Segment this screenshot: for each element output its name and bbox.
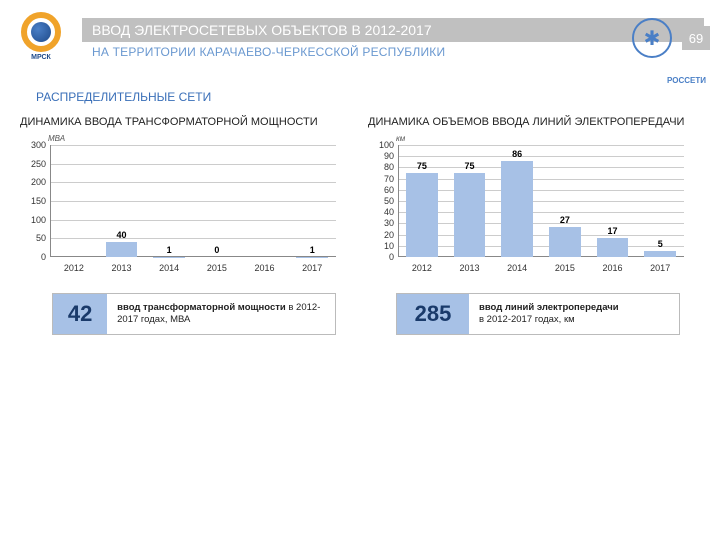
ytick: 0 <box>368 252 394 262</box>
ytick: 150 <box>20 196 46 206</box>
bar-value-label: 5 <box>658 239 663 249</box>
right-summary-bold: ввод линий электропередачи <box>479 302 619 313</box>
right-summary: 285 ввод линий электропередачив 2012-201… <box>396 293 680 335</box>
page-number: 69 <box>682 26 710 50</box>
left-summary-value: 42 <box>53 294 107 334</box>
bar <box>454 173 485 257</box>
right-chart-unit: км <box>396 134 700 143</box>
left-chart-title: ДИНАМИКА ВВОДА ТРАНСФОРМАТОРНОЙ МОЩНОСТИ <box>20 116 352 128</box>
bar-value-label: 0 <box>214 245 219 255</box>
left-chart-unit: МВА <box>48 134 352 143</box>
left-chart-plot: 0501001502002503002012402013120140201520… <box>20 145 340 275</box>
page-subtitle: НА ТЕРРИТОРИИ КАРАЧАЕВО-ЧЕРКЕССКОЙ РЕСПУ… <box>82 42 704 62</box>
ytick: 40 <box>368 207 394 217</box>
bar-value-label: 1 <box>310 245 315 255</box>
left-chart: ДИНАМИКА ВВОДА ТРАНСФОРМАТОРНОЙ МОЩНОСТИ… <box>20 116 352 275</box>
bar-value-label: 17 <box>608 226 618 236</box>
xtick: 2015 <box>207 263 227 273</box>
right-chart: ДИНАМИКА ОБЪЕМОВ ВВОДА ЛИНИЙ ЭЛЕКТРОПЕРЕ… <box>368 116 700 275</box>
ytick: 70 <box>368 174 394 184</box>
xtick: 2012 <box>412 263 432 273</box>
header-right: ✱ РОССЕТИ 69 <box>632 18 710 58</box>
rosseti-logo-icon: ✱ <box>632 18 672 58</box>
bar-value-label: 75 <box>465 161 475 171</box>
bar <box>644 251 675 257</box>
right-summary-text: ввод линий электропередачив 2012-2017 го… <box>469 302 629 326</box>
rosseti-logo-text: РОССЕТИ <box>667 76 706 85</box>
xtick: 2016 <box>255 263 275 273</box>
page-title: ВВОД ЭЛЕКТРОСЕТЕВЫХ ОБЪЕКТОВ В 2012-2017 <box>92 22 432 38</box>
bar-value-label: 86 <box>512 149 522 159</box>
right-summary-value: 285 <box>397 294 469 334</box>
bar-value-label: 27 <box>560 215 570 225</box>
left-summary-text: ввод трансформаторной мощности в 2012-20… <box>107 302 335 326</box>
xtick: 2012 <box>64 263 84 273</box>
bar <box>106 242 137 257</box>
xtick: 2015 <box>555 263 575 273</box>
ytick: 250 <box>20 159 46 169</box>
header: МРСК ВВОД ЭЛЕКТРОСЕТЕВЫХ ОБЪЕКТОВ В 2012… <box>0 0 720 68</box>
xtick: 2013 <box>111 263 131 273</box>
mrsk-logo: МРСК <box>14 12 68 66</box>
right-chart-plot: 0102030405060708090100752012752013862014… <box>368 145 688 275</box>
xtick: 2013 <box>459 263 479 273</box>
ytick: 10 <box>368 241 394 251</box>
ytick: 20 <box>368 230 394 240</box>
xtick: 2016 <box>603 263 623 273</box>
right-chart-title: ДИНАМИКА ОБЪЕМОВ ВВОДА ЛИНИЙ ЭЛЕКТРОПЕРЕ… <box>368 116 700 128</box>
ytick: 80 <box>368 162 394 172</box>
bar-value-label: 1 <box>167 245 172 255</box>
xtick: 2017 <box>302 263 322 273</box>
ytick: 200 <box>20 177 46 187</box>
xtick: 2014 <box>159 263 179 273</box>
ytick: 100 <box>368 140 394 150</box>
bar <box>501 161 532 257</box>
left-summary-bold: ввод трансформаторной мощности <box>117 302 286 313</box>
summary-row: 42 ввод трансформаторной мощности в 2012… <box>0 275 720 335</box>
ytick: 90 <box>368 151 394 161</box>
right-summary-rest: в 2012-2017 годах, км <box>479 314 575 325</box>
bar <box>406 173 437 257</box>
bar <box>549 227 580 257</box>
mrsk-logo-text: МРСК <box>14 54 68 61</box>
charts-row: ДИНАМИКА ВВОДА ТРАНСФОРМАТОРНОЙ МОЩНОСТИ… <box>0 116 720 275</box>
ytick: 50 <box>368 196 394 206</box>
left-summary: 42 ввод трансформаторной мощности в 2012… <box>52 293 336 335</box>
xtick: 2017 <box>650 263 670 273</box>
ytick: 100 <box>20 215 46 225</box>
ytick: 60 <box>368 185 394 195</box>
ytick: 30 <box>368 218 394 228</box>
bar-value-label: 75 <box>417 161 427 171</box>
section-label: РАСПРЕДЕЛИТЕЛЬНЫЕ СЕТИ <box>0 68 720 116</box>
xtick: 2014 <box>507 263 527 273</box>
ytick: 300 <box>20 140 46 150</box>
ytick: 0 <box>20 252 46 262</box>
bar-value-label: 40 <box>117 230 127 240</box>
mrsk-logo-icon <box>21 12 61 52</box>
page-title-bar: ВВОД ЭЛЕКТРОСЕТЕВЫХ ОБЪЕКТОВ В 2012-2017 <box>82 18 704 42</box>
bar <box>597 238 628 257</box>
ytick: 50 <box>20 233 46 243</box>
